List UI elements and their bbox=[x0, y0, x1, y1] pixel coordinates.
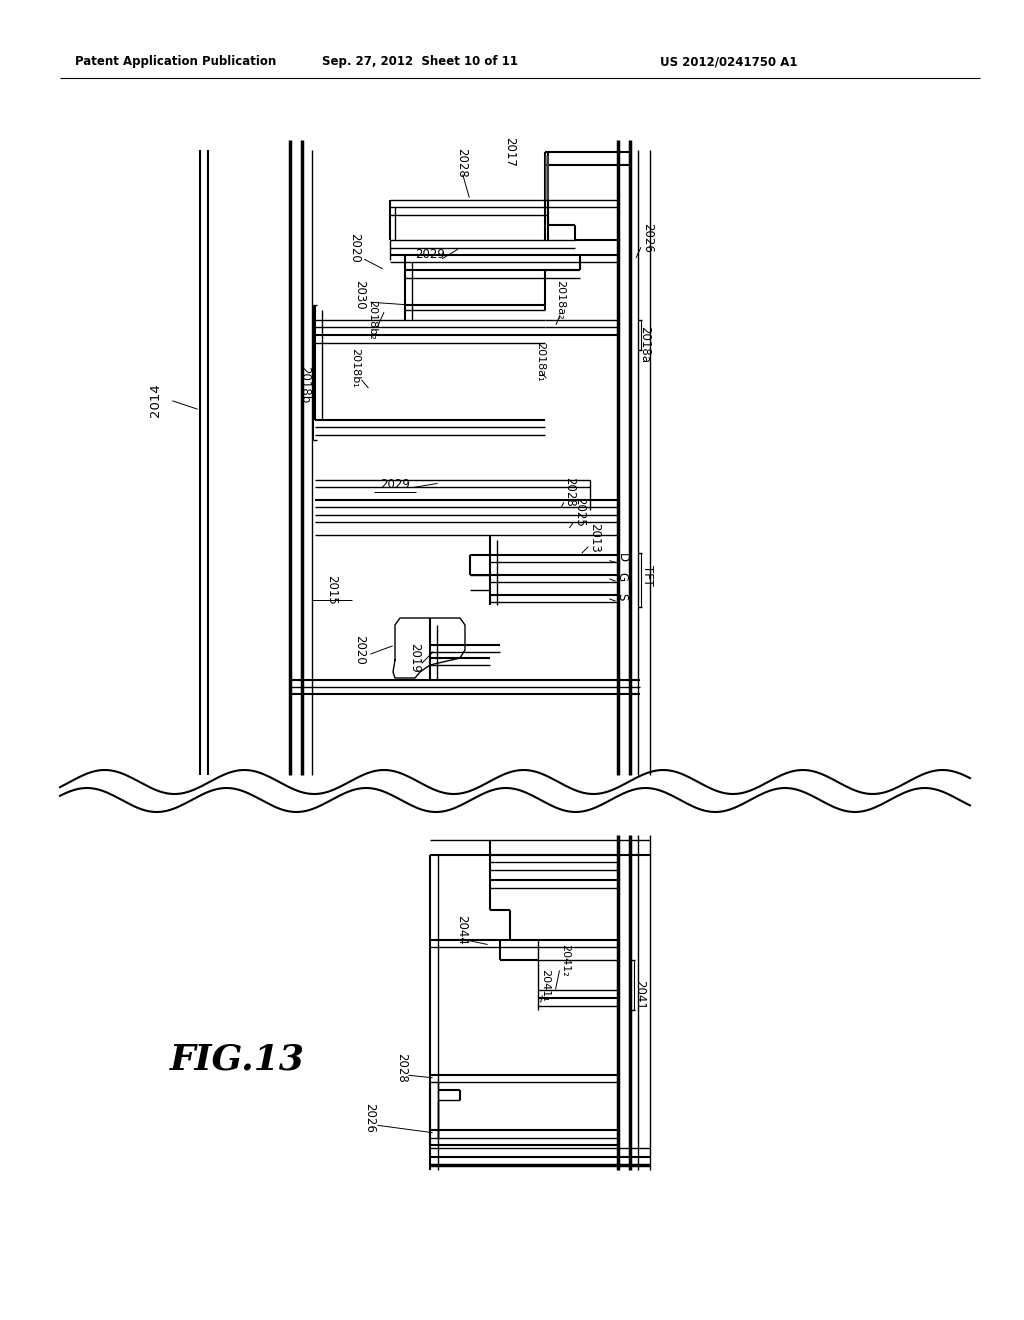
Text: 2044: 2044 bbox=[456, 915, 469, 945]
Text: 2028: 2028 bbox=[456, 148, 469, 178]
Text: 2041: 2041 bbox=[634, 979, 646, 1010]
Text: 2041₁: 2041₁ bbox=[540, 969, 550, 1002]
Text: 2030: 2030 bbox=[353, 280, 367, 310]
Text: Patent Application Publication: Patent Application Publication bbox=[75, 55, 276, 69]
Text: 2018b₂: 2018b₂ bbox=[367, 300, 377, 339]
Text: 2018b₁: 2018b₁ bbox=[350, 348, 360, 388]
Text: 2028: 2028 bbox=[395, 1053, 409, 1082]
Text: G: G bbox=[615, 573, 629, 582]
Text: D: D bbox=[615, 553, 629, 562]
Text: 2026: 2026 bbox=[364, 1104, 377, 1133]
Text: 2019: 2019 bbox=[409, 643, 422, 673]
Text: 2017: 2017 bbox=[504, 137, 516, 166]
Text: 2018a₂: 2018a₂ bbox=[555, 280, 565, 319]
Text: US 2012/0241750 A1: US 2012/0241750 A1 bbox=[660, 55, 798, 69]
Text: 2015: 2015 bbox=[326, 576, 339, 605]
Text: 2025: 2025 bbox=[573, 498, 587, 527]
Text: 2018b: 2018b bbox=[299, 367, 311, 404]
Text: 2020: 2020 bbox=[348, 234, 361, 263]
Text: TFT: TFT bbox=[641, 565, 654, 586]
Text: 2028: 2028 bbox=[563, 477, 577, 507]
Text: 2014: 2014 bbox=[148, 383, 162, 417]
Text: 2020: 2020 bbox=[353, 635, 367, 665]
Text: FIG.13: FIG.13 bbox=[170, 1043, 305, 1077]
Text: 2029: 2029 bbox=[380, 479, 410, 491]
Text: S: S bbox=[615, 593, 629, 601]
Text: 2018a₁: 2018a₁ bbox=[535, 342, 545, 381]
Text: 2041₂: 2041₂ bbox=[560, 944, 570, 977]
Text: 2018a: 2018a bbox=[639, 326, 651, 363]
Text: 2029: 2029 bbox=[415, 248, 445, 261]
Text: 2013: 2013 bbox=[589, 523, 601, 553]
Text: 2026: 2026 bbox=[641, 223, 654, 253]
Text: Sep. 27, 2012  Sheet 10 of 11: Sep. 27, 2012 Sheet 10 of 11 bbox=[322, 55, 518, 69]
